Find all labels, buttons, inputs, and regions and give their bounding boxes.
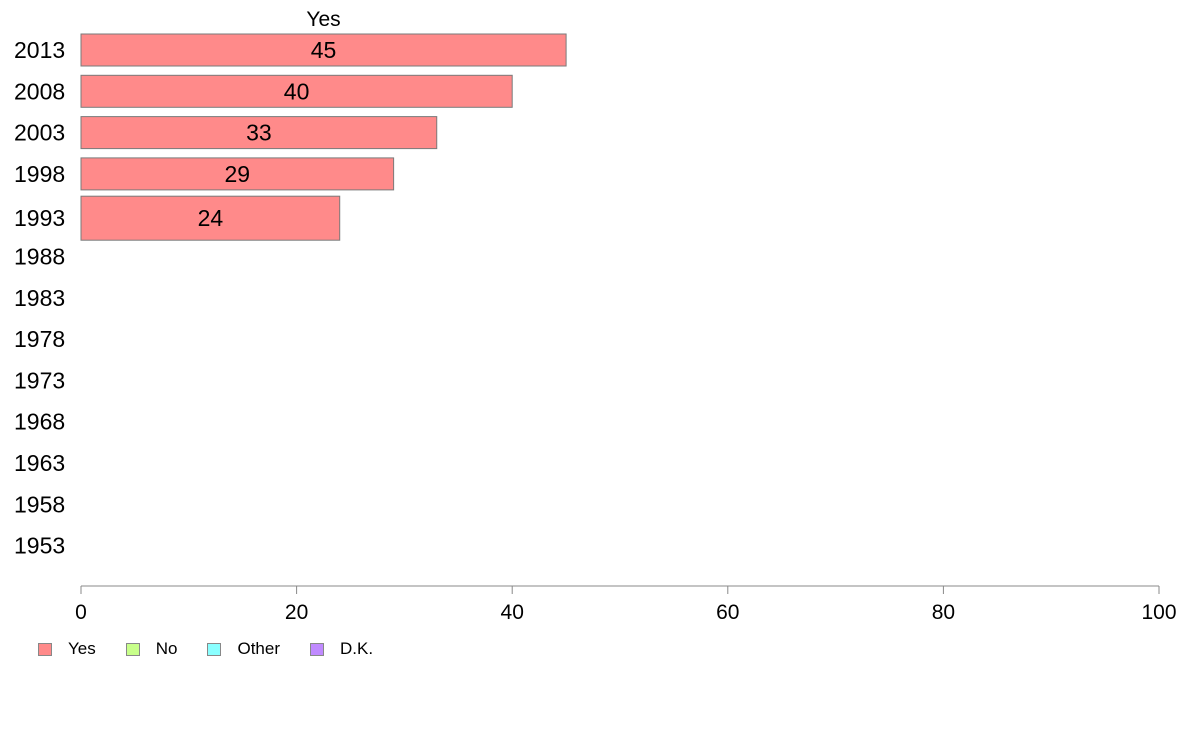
x-tick-label-60: 60 — [716, 601, 739, 624]
legend-label-other: Other — [237, 639, 280, 658]
bar-1998 — [80, 157, 395, 191]
y-tick-label-2008: 2008 — [14, 78, 65, 104]
legend: Yes No Other D.K. — [38, 639, 403, 659]
x-tick-label-40: 40 — [501, 601, 524, 624]
legend-swatch-dk — [310, 642, 324, 656]
x-tick-label-100: 100 — [1141, 601, 1176, 624]
bar-1993 — [80, 195, 341, 241]
y-tick-label-1998: 1998 — [14, 161, 65, 187]
bar-2003 — [80, 116, 438, 150]
x-tick-label-0: 0 — [75, 601, 87, 624]
x-tick-label-20: 20 — [285, 601, 308, 624]
y-tick-label-1953: 1953 — [14, 533, 65, 559]
legend-swatch-other — [207, 642, 222, 656]
legend-item-yes: Yes — [38, 639, 96, 659]
y-tick-label-1963: 1963 — [14, 450, 65, 476]
legend-swatch-no — [125, 642, 140, 656]
y-tick-label-1978: 1978 — [14, 326, 65, 352]
y-tick-label-2013: 2013 — [14, 37, 65, 63]
y-tick-label-1973: 1973 — [14, 367, 65, 393]
legend-item-dk: D.K. — [310, 639, 373, 659]
y-tick-label-2003: 2003 — [14, 120, 65, 146]
data-label-1998: 29 — [225, 161, 251, 187]
x-tick-label-80: 80 — [932, 601, 955, 624]
y-tick-label-1988: 1988 — [14, 244, 65, 270]
legend-label-no: No — [155, 639, 178, 658]
bar-2013 — [80, 33, 567, 67]
bar-2008 — [80, 74, 513, 108]
legend-label-dk: D.K. — [340, 639, 374, 658]
panel-title: Yes — [306, 8, 340, 31]
legend-item-other: Other — [207, 639, 280, 659]
y-tick-label-1958: 1958 — [14, 491, 65, 517]
data-label-1993: 24 — [198, 205, 224, 231]
data-label-2008: 40 — [284, 78, 310, 104]
legend-swatch-yes — [38, 642, 52, 656]
y-tick-label-1968: 1968 — [14, 409, 65, 435]
data-label-2003: 33 — [246, 120, 272, 146]
y-tick-label-1983: 1983 — [14, 285, 65, 311]
y-tick-label-1993: 1993 — [14, 205, 65, 231]
legend-item-no: No — [125, 639, 178, 659]
data-label-2013: 45 — [311, 37, 337, 63]
legend-label-yes: Yes — [68, 639, 96, 658]
